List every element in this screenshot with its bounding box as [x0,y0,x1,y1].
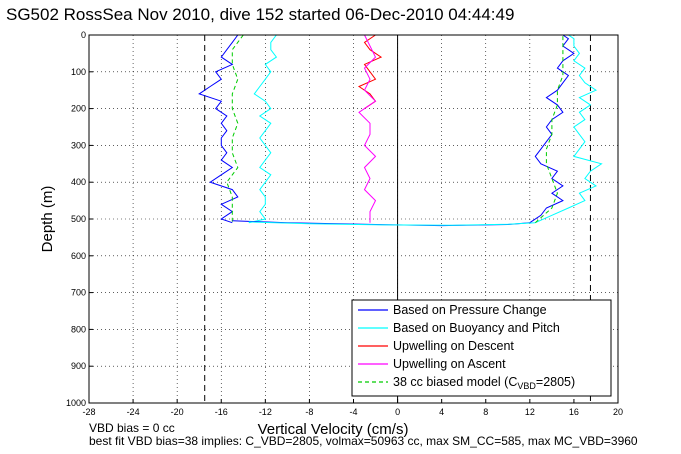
series-buoyancy-desc [248,34,278,224]
y-tick-label-9: 900 [71,361,86,371]
x-axis-label: Vertical Velocity (cm/s) [258,421,409,438]
y-axis-label: Depth (m) [39,186,56,253]
y-ticks: 0 100 200 300 400 500 600 700 800 900 1000 [66,30,93,408]
x-tick-label-10: 12 [525,407,535,417]
x-tick-label-6: -4 [349,407,357,417]
y-tick-label-5: 500 [71,214,86,224]
footnote-vbd-bias: VBD bias = 0 cc [89,421,175,435]
series-bottom-turn-cyan [248,221,536,226]
y-tick-label-0: 0 [81,30,86,40]
x-tick-label-3: -16 [215,407,228,417]
x-tick-label-1: -24 [127,407,140,417]
y-tick-label-2: 200 [71,104,86,114]
x-tick-label-7: 0 [395,407,400,417]
legend-label-3: Upwelling on Ascent [393,357,506,371]
legend-label-2: Upwelling on Descent [393,339,514,353]
series-model-desc [226,34,244,223]
x-ticks: -28 -24 -20 -16 -12 -8 -4 0 4 8 12 16 20 [82,399,623,417]
x-tick-label-8: 4 [439,407,444,417]
x-tick-label-12: 20 [613,407,623,417]
legend: Based on Pressure Change Based on Buoyanc… [351,299,612,397]
legend-label-1: Based on Buoyancy and Pitch [393,321,560,335]
series-buoyancy-asc [535,34,603,224]
y-tick-label-7: 700 [71,288,86,298]
series-model-asc [534,35,564,224]
series-upwelling-desc [357,34,383,110]
chart-title: SG502 RossSea Nov 2010, dive 152 started… [6,5,514,24]
y-tick-label-3: 300 [71,140,86,150]
y-tick-label-8: 800 [71,324,86,334]
series-pressure-desc [198,34,239,224]
footnote-best-fit: best fit VBD bias=38 implies: C_VBD=2805… [89,434,638,448]
series-upwelling-asc [358,34,377,223]
x-tick-label-11: 16 [569,407,579,417]
legend-label-4: 38 cc biased model (CVBD=2805) [393,375,575,391]
x-tick-label-9: 8 [483,407,488,417]
y-tick-label-6: 600 [71,251,86,261]
y-tick-label-4: 400 [71,177,86,187]
series-pressure-asc [529,34,575,224]
legend-box [351,299,612,397]
x-tick-label-5: -8 [305,407,313,417]
y-tick-label-10: 1000 [66,398,86,408]
x-tick-label-2: -20 [171,407,184,417]
y-tick-label-1: 100 [71,67,86,77]
legend-label-0: Based on Pressure Change [393,303,547,317]
x-tick-label-4: -12 [259,407,272,417]
x-tick-label-0: -28 [82,407,95,417]
